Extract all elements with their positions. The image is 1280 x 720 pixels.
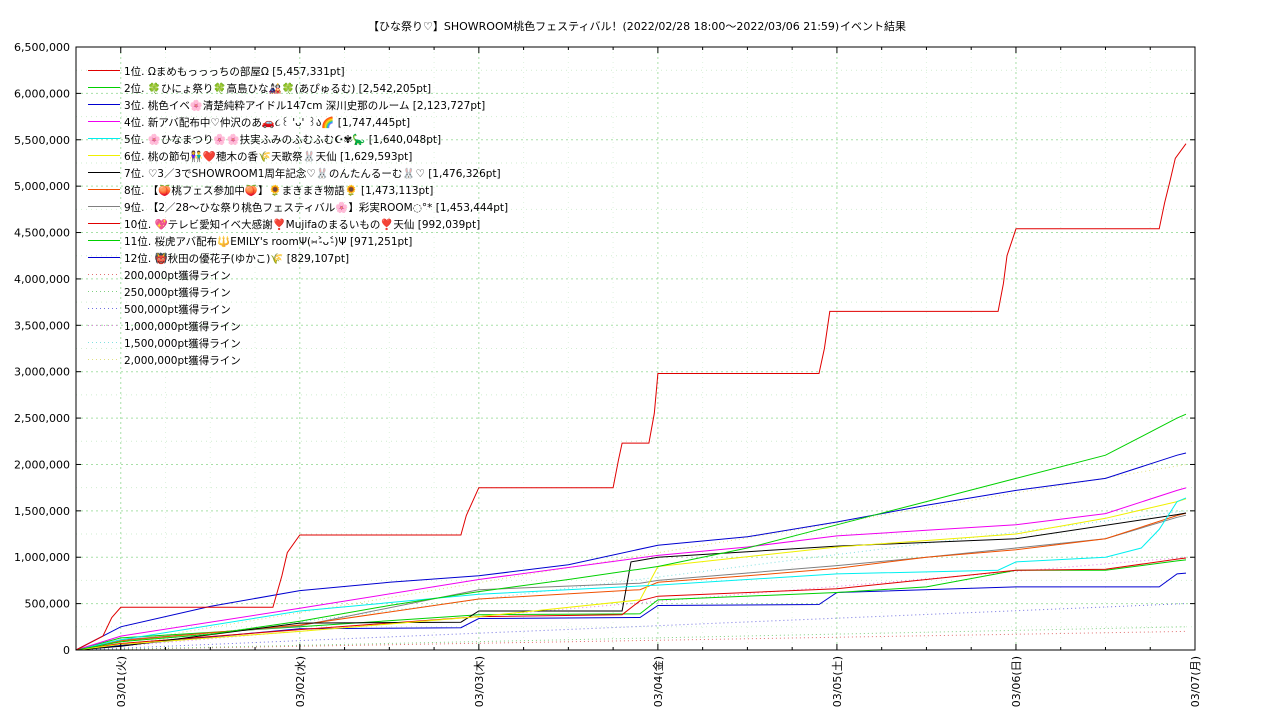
x-tick-label: 03/05(土): [831, 656, 844, 707]
y-tick-label: 3,000,000: [14, 366, 70, 379]
series-line: [75, 512, 1187, 651]
target-line: [75, 510, 1187, 651]
plot-frame: [75, 46, 1196, 651]
legend-label: 1位. Ωまめもっっっちの部屋Ω [5,457,331pt]: [124, 65, 345, 78]
legend-label: 10位. 💖テレビ愛知イベ大感謝❣️Mujifaのまるいもの❣️天仙 [992,…: [124, 218, 480, 231]
legend: 1位. Ωまめもっっっちの部屋Ω [5,457,331pt] 2位. 🍀ひにょ祭り…: [88, 65, 508, 367]
series-line: [75, 557, 1187, 651]
legend-label: 1,000,000pt獲得ライン: [124, 320, 241, 333]
legend-label: 250,000pt獲得ライン: [124, 286, 231, 299]
legend-label: 12位. 👹秋田の優花子(ゆかこ)🌾 [829,107pt]: [124, 252, 349, 265]
y-tick-label: 5,500,000: [14, 134, 70, 147]
y-tick-label: 6,500,000: [14, 41, 70, 54]
legend-label: 5位. 🌸ひなまつり🌸🌸扶実ふみのふむふむ☪︎✾🦕 [1,640,048pt]: [124, 133, 441, 146]
chart-subtitle: イベント結果: [840, 19, 906, 33]
legend-label: 11位. 桜虎アバ配布🔱EMILY's roomΨ(⑅˃̵ᴗ˂̵)Ψ [971,…: [124, 235, 412, 248]
legend-label: 4位. 新アバ配布中♡仲沢のあ🚗૮꒰ 'ᴗ' ꒱ა🌈 [1,747,445pt]: [124, 116, 410, 129]
legend-label: 500,000pt獲得ライン: [124, 303, 231, 316]
series-line: [75, 497, 1187, 651]
y-tick-label: 500,000: [25, 598, 71, 611]
x-tick-label: 03/02(水): [294, 656, 307, 707]
chart-title: 【ひな祭り♡】SHOWROOM桃色フェスティバル！(2022/02/28 18:…: [368, 19, 839, 33]
y-tick-label: 5,000,000: [14, 180, 70, 193]
legend-label: 9位. 【2／28～ひな祭り桃色フェスティバル🌸】彩実ROOM◌°* [1,45…: [124, 201, 508, 214]
series-line: [75, 559, 1187, 651]
x-tick-label: 03/07(月): [1189, 656, 1202, 707]
y-tick-label: 4,000,000: [14, 273, 70, 286]
legend-label: 6位. 桃の節句👫❤️穂木の香🌾天歌祭🐰天仙 [1,629,593pt]: [124, 150, 412, 163]
y-tick-label: 6,000,000: [14, 87, 70, 100]
y-tick-label: 0: [63, 644, 70, 657]
series-line: [75, 143, 1187, 651]
legend-label: 7位. ♡3／3でSHOWROOM1周年記念♡🐰のんたんるーむ🐰♡ [1,476…: [124, 167, 501, 180]
y-tick-label: 3,500,000: [14, 319, 70, 332]
series-line: [75, 413, 1187, 651]
series-line: [75, 498, 1187, 651]
x-tick-label: 03/03(木): [473, 656, 486, 707]
legend-label: 3位. 桃色イベ🌸清楚純粋アイドル147cm 深川史那のルーム [2,123,7…: [124, 99, 485, 112]
series-line: [75, 512, 1187, 651]
series-line: [75, 572, 1187, 651]
legend-label: 2位. 🍀ひにょ祭り🍀高島ひな🎎🍀(あぴゅるむ) [2,542,205pt]: [124, 82, 431, 95]
series-line: [75, 487, 1187, 651]
y-tick-label: 1,500,000: [14, 505, 70, 518]
y-tick-label: 2,500,000: [14, 412, 70, 425]
y-axis: 0 500,000 1,000,000 1,500,000 2,000,000 2,500…: [14, 41, 1195, 657]
y-tick-label: 4,500,000: [14, 227, 70, 240]
legend-label: 1,500,000pt獲得ライン: [124, 337, 241, 350]
series-line: [75, 452, 1187, 651]
series-lines: [75, 143, 1187, 651]
legend-label: 200,000pt獲得ライン: [124, 269, 231, 282]
x-axis: 03/01(火) 03/02(水) 03/03(木) 03/04(金) 03/05(土)…: [75, 47, 1202, 707]
legend-label: 8位. 【🍑桃フェス参加中🍑】🌻まきまき物語🌻 [1,473,113pt]: [124, 184, 433, 197]
grid: [75, 47, 1196, 650]
x-tick-label: 03/06(日): [1010, 656, 1023, 707]
y-tick-label: 2,000,000: [14, 458, 70, 471]
legend-label: 2,000,000pt獲得ライン: [124, 354, 241, 367]
y-tick-label: 1,000,000: [14, 551, 70, 564]
x-tick-label: 03/04(金): [651, 656, 665, 707]
x-tick-label: 03/01(火): [115, 656, 128, 707]
